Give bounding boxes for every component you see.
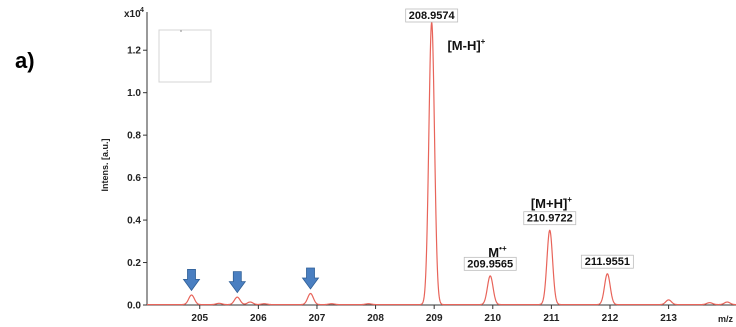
peak-label-box	[463, 256, 517, 271]
peak-labels: 208.9574 209.9565 210.9722 211.9551	[405, 8, 634, 271]
x-tick-label: 210	[484, 313, 501, 324]
x-tick-label: 213	[660, 313, 677, 324]
legend-box	[158, 29, 212, 83]
peak-arrow	[228, 271, 247, 294]
y-tick-label: 0.8	[127, 131, 141, 142]
peak-label-box	[523, 211, 577, 226]
y-tick-label: 0.4	[127, 216, 141, 227]
x-axis-label: m/z	[718, 314, 734, 324]
axes	[146, 12, 736, 306]
peak-label: 208.9574	[409, 10, 456, 22]
x-tick-label: 209	[426, 313, 443, 324]
peak-label: 209.9565	[467, 258, 513, 270]
peak-label: 210.9722	[527, 213, 573, 225]
ion-labels: [M-H]+ M•+ [M+H]+	[447, 37, 572, 260]
y-tick-label: 1.2	[127, 46, 141, 57]
x-tick-label: 207	[309, 313, 326, 324]
ion-label: [M+H]+	[531, 195, 572, 211]
peak-label-box	[405, 8, 459, 23]
x-ticks: 205 206 207 208 209 210 211 212 213	[191, 305, 677, 324]
arrows	[182, 267, 320, 294]
ion-label: M•+	[488, 244, 507, 260]
y-axis-label: Intens. [a.u.]	[100, 138, 110, 191]
y-tick-label: 1.0	[127, 88, 141, 99]
peak-arrow	[182, 268, 201, 292]
y-tick-label: 0.2	[127, 258, 141, 269]
spectrum-line	[147, 21, 736, 306]
x-tick-label: 211	[543, 313, 560, 324]
ion-label: [M-H]+	[447, 37, 485, 53]
y-multiplier: x10 4	[124, 7, 144, 20]
x-tick-label: 205	[191, 313, 208, 324]
legend-marker	[180, 30, 182, 32]
y-tick-label: 0.0	[127, 301, 141, 312]
peak-arrow	[301, 267, 320, 290]
x-tick-label: 212	[602, 313, 619, 324]
y-multiplier-base: x10	[124, 9, 141, 20]
y-multiplier-exponent: 4	[140, 7, 144, 14]
x-tick-label: 208	[367, 313, 384, 324]
peak-label-box	[580, 254, 634, 269]
panel-label: a)	[15, 48, 35, 73]
x-tick-label: 206	[250, 313, 267, 324]
y-ticks: 0.0 0.2 0.4 0.6 0.8 1.0 1.2	[127, 46, 147, 312]
peak-label: 211.9551	[585, 256, 630, 268]
y-tick-label: 0.6	[127, 173, 141, 184]
